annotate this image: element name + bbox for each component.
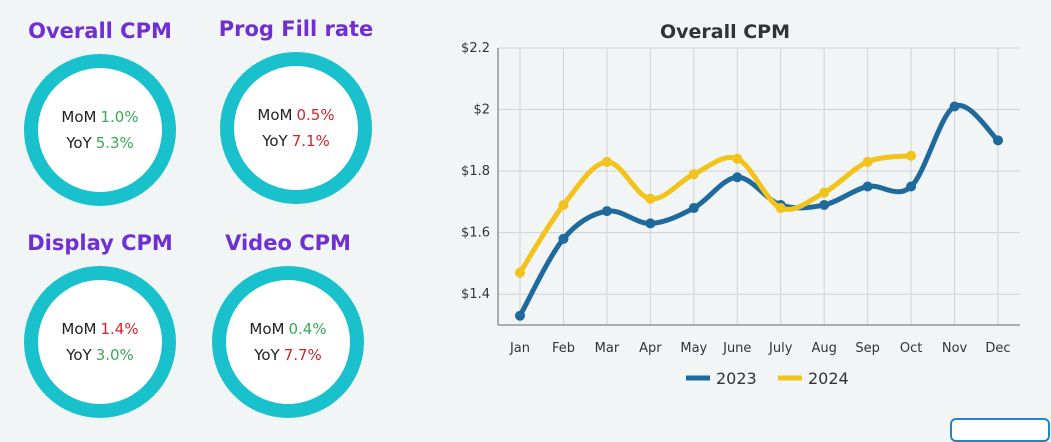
data-point-2024 <box>775 203 786 214</box>
x-tick-label: Sep <box>855 341 880 356</box>
kpi-card-overall-cpm: Overall CPM MoM 1.0% YoY 5.3% <box>0 18 200 206</box>
mom-label: MoM <box>61 320 97 338</box>
legend-label-2024: 2024 <box>808 369 849 388</box>
overall-cpm-chart: Overall CPM $1.4 $1.6 $1.8 $2 $2.2 Jan Feb Mar A… <box>440 10 1040 410</box>
data-point-2024 <box>515 267 525 278</box>
corner-button[interactable] <box>950 418 1050 442</box>
yoy-value: 5.3% <box>95 134 134 152</box>
yoy-line: YoY 5.3% <box>66 130 134 156</box>
x-tick-label: Feb <box>552 341 575 356</box>
mom-line: MoM 0.4% <box>249 316 326 342</box>
yoy-label: YoY <box>66 134 92 152</box>
mom-value: 0.4% <box>288 320 327 338</box>
kpi-ring: MoM 1.4% YoY 3.0% <box>24 266 176 418</box>
x-tick-label: July <box>768 341 793 356</box>
yoy-value: 7.7% <box>283 346 322 364</box>
x-tick-label: June <box>722 341 751 356</box>
data-point-2023 <box>688 203 699 214</box>
x-tick-label: May <box>680 341 707 356</box>
kpi-card-prog-fill-rate: Prog Fill rate MoM 0.5% YoY 7.1% <box>196 16 396 204</box>
mom-value: 1.4% <box>100 320 139 338</box>
yoy-line: YoY 7.7% <box>254 342 322 368</box>
data-point-2024 <box>558 199 569 210</box>
data-point-2023 <box>949 101 960 112</box>
yoy-label: YoY <box>262 132 288 150</box>
data-point-2024 <box>688 169 699 180</box>
y-tick-label: $1.8 <box>461 164 490 179</box>
y-tick-label: $2 <box>473 103 490 118</box>
kpi-card-display-cpm: Display CPM MoM 1.4% YoY 3.0% <box>0 230 200 418</box>
data-point-2024 <box>601 156 612 167</box>
data-point-2023 <box>515 310 525 321</box>
x-tick-label: Aug <box>811 341 836 356</box>
yoy-label: YoY <box>254 346 280 364</box>
y-tick-label: $2.2 <box>461 41 490 56</box>
mom-label: MoM <box>61 108 97 126</box>
x-tick-label: Dec <box>985 341 1010 356</box>
kpi-title: Overall CPM <box>28 19 172 43</box>
mom-label: MoM <box>257 106 293 124</box>
data-point-2023 <box>601 206 612 217</box>
mom-line: MoM 1.0% <box>61 104 138 130</box>
yoy-value: 3.0% <box>95 346 134 364</box>
kpi-title: Prog Fill rate <box>218 17 374 41</box>
kpi-ring: MoM 0.5% YoY 7.1% <box>220 52 372 204</box>
data-point-2023 <box>862 181 873 192</box>
x-tick-label: Jan <box>509 341 530 356</box>
kpi-title: Video CPM <box>225 231 351 255</box>
data-point-2024 <box>862 156 873 167</box>
legend-label-2023: 2023 <box>716 369 757 388</box>
series-line-2024 <box>517 153 914 276</box>
y-tick-label: $1.4 <box>461 287 490 302</box>
kpi-ring: MoM 1.0% YoY 5.3% <box>24 54 176 206</box>
x-tick-label: Oct <box>900 341 922 356</box>
chart-svg: Overall CPM $1.4 $1.6 $1.8 $2 $2.2 Jan Feb Mar A… <box>461 21 1020 388</box>
kpi-card-video-cpm: Video CPM MoM 0.4% YoY 7.7% <box>188 230 388 418</box>
mom-line: MoM 1.4% <box>61 316 138 342</box>
mom-value: 0.5% <box>296 106 335 124</box>
mom-line: MoM 0.5% <box>257 102 334 128</box>
x-tick-label: Mar <box>595 341 620 356</box>
data-point-2023 <box>558 233 569 244</box>
yoy-value: 7.1% <box>291 132 330 150</box>
data-point-2023 <box>993 135 1003 146</box>
kpi-title: Display CPM <box>27 231 173 255</box>
mom-label: MoM <box>249 320 285 338</box>
chart-title: Overall CPM <box>660 21 790 43</box>
x-tick-label: Nov <box>942 341 968 356</box>
data-point-2024 <box>645 193 656 204</box>
x-tick-label: Apr <box>639 341 662 356</box>
mom-value: 1.0% <box>100 108 139 126</box>
kpi-ring: MoM 0.4% YoY 7.7% <box>212 266 364 418</box>
y-tick-label: $1.6 <box>461 226 490 241</box>
data-point-2024 <box>906 150 917 161</box>
yoy-line: YoY 3.0% <box>66 342 134 368</box>
yoy-label: YoY <box>66 346 92 364</box>
data-point-2023 <box>906 181 917 192</box>
data-point-2023 <box>819 199 830 210</box>
yoy-line: YoY 7.1% <box>262 128 330 154</box>
data-point-2023 <box>732 172 743 183</box>
data-point-2023 <box>645 218 656 229</box>
data-point-2024 <box>819 187 830 198</box>
data-point-2024 <box>732 153 743 164</box>
